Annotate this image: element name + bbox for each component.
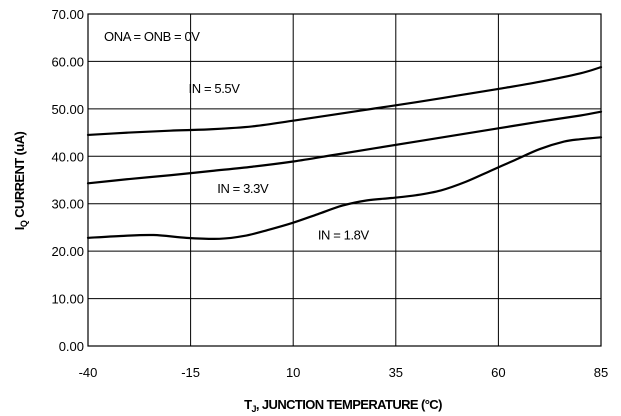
y-tick-label: 60.00 xyxy=(51,54,84,69)
series-line-1 xyxy=(86,66,603,137)
y-axis-title-rest: CURRENT (uA) xyxy=(12,132,27,221)
x-axis-title-main: T xyxy=(244,397,252,412)
condition-annotation: ONA = ONB = 0V xyxy=(104,29,200,44)
x-tick-label: 10 xyxy=(286,365,300,380)
series-line-2 xyxy=(86,110,603,185)
series-lines xyxy=(86,66,603,240)
y-tick-label: 50.00 xyxy=(51,102,84,117)
x-tick-label: -40 xyxy=(79,365,98,380)
y-axis-title-main: I xyxy=(12,227,27,230)
plot-area-frame xyxy=(87,13,602,347)
y-tick-label: 10.00 xyxy=(51,292,84,307)
series-annotation: IN = 3.3V xyxy=(217,181,269,196)
x-tick-label: 35 xyxy=(389,365,403,380)
x-tick-labels: -40 -15 10 35 60 85 xyxy=(79,365,609,380)
grid-lines xyxy=(87,13,602,347)
series-line-3 xyxy=(86,136,603,240)
series-annotation: IN = 5.5V xyxy=(189,81,241,96)
annotations: IN = 5.5V IN = 3.3V IN = 1.8V xyxy=(189,81,370,242)
x-tick-label: -15 xyxy=(181,365,200,380)
x-tick-label: 85 xyxy=(594,365,608,380)
x-axis-title: TJ, JUNCTION TEMPERATURE (°C) xyxy=(244,397,442,414)
y-axis-title-subscript: Q xyxy=(19,220,29,227)
y-tick-labels: 0.00 10.00 20.00 30.00 40.00 50.00 60.00 70.00 xyxy=(51,7,84,354)
y-tick-label: 0.00 xyxy=(59,339,84,354)
y-tick-label: 70.00 xyxy=(51,7,84,22)
y-tick-label: 30.00 xyxy=(51,197,84,212)
series-annotation: IN = 1.8V xyxy=(318,227,370,242)
y-tick-label: 40.00 xyxy=(51,149,84,164)
y-axis-title: IQ CURRENT (uA) xyxy=(12,132,29,231)
y-tick-label: 20.00 xyxy=(51,244,84,259)
x-axis-title-rest: , JUNCTION TEMPERATURE (°C) xyxy=(256,397,442,412)
x-tick-label: 60 xyxy=(491,365,505,380)
x-axis-title-subscript: J xyxy=(252,404,257,414)
